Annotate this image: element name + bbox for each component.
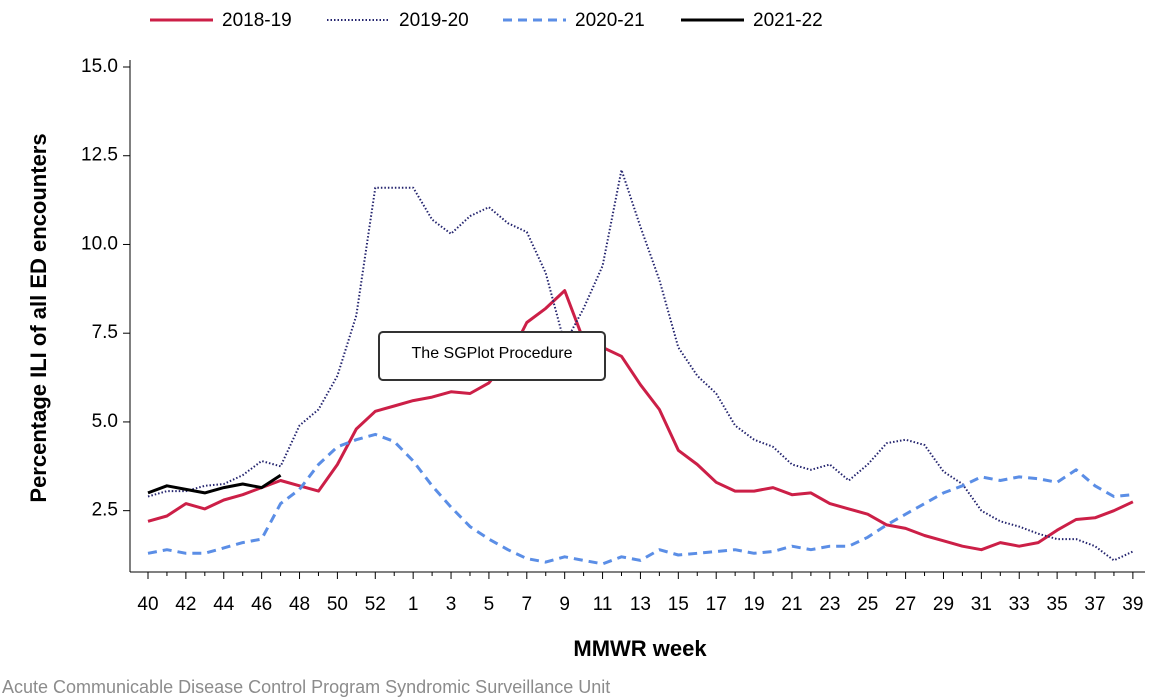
x-tick-label: 23: [819, 594, 840, 615]
x-tick-label: 42: [175, 594, 196, 615]
x-tick-label: 50: [327, 594, 348, 615]
x-tick-label: 5: [484, 594, 495, 615]
x-tick-label: 27: [895, 594, 916, 615]
x-tick-label: 13: [630, 594, 651, 615]
legend-label: 2021-22: [753, 10, 823, 31]
x-tick-label: 1: [408, 594, 419, 615]
x-tick-label: 9: [559, 594, 570, 615]
x-tick-label: 37: [1084, 594, 1105, 615]
y-axis-label: Percentage ILI of all ED encounters: [26, 133, 51, 502]
series-line: [147, 168, 1134, 562]
y-tick-label: 7.5: [92, 322, 118, 343]
y-tick-label: 10.0: [81, 233, 118, 254]
x-tick-label: 48: [289, 594, 310, 615]
x-tick-label: 33: [1009, 594, 1030, 615]
x-tick-label: 44: [213, 594, 235, 615]
x-tick-label: 40: [137, 594, 158, 615]
x-tick-label: 29: [933, 594, 954, 615]
x-tick-label: 7: [522, 594, 533, 615]
y-tick-label: 5.0: [92, 411, 118, 432]
x-tick-label: 52: [365, 594, 386, 615]
x-tick-label: 21: [781, 594, 802, 615]
annotation: The SGPlot Procedure: [412, 345, 573, 362]
x-tick-label: 39: [1122, 594, 1143, 615]
x-tick-label: 15: [668, 594, 689, 615]
legend-label: 2019-20: [399, 10, 469, 31]
annotation-box: [378, 331, 606, 381]
x-tick-label: 31: [971, 594, 992, 615]
legend-label: 2020-21: [575, 10, 645, 31]
series-line: [147, 473, 282, 495]
legend-label: 2018-19: [222, 10, 292, 31]
x-tick-label: 3: [446, 594, 457, 615]
footer: Acute Communicable Disease Control Progr…: [2, 677, 610, 697]
y-tick-label: 2.5: [92, 500, 118, 521]
x-axis-label: MMWR week: [573, 636, 707, 661]
x-tick-label: 25: [857, 594, 878, 615]
x-tick-label: 46: [251, 594, 272, 615]
x-tick-label: 11: [593, 594, 613, 615]
x-tick-label: 17: [706, 594, 727, 615]
series-line: [147, 289, 1134, 552]
x-tick-label: 19: [744, 594, 765, 615]
x-tick-label: 35: [1047, 594, 1068, 615]
y-tick-label: 12.5: [81, 145, 118, 166]
y-tick-label: 15.0: [81, 56, 118, 77]
series-line: [147, 432, 1134, 566]
